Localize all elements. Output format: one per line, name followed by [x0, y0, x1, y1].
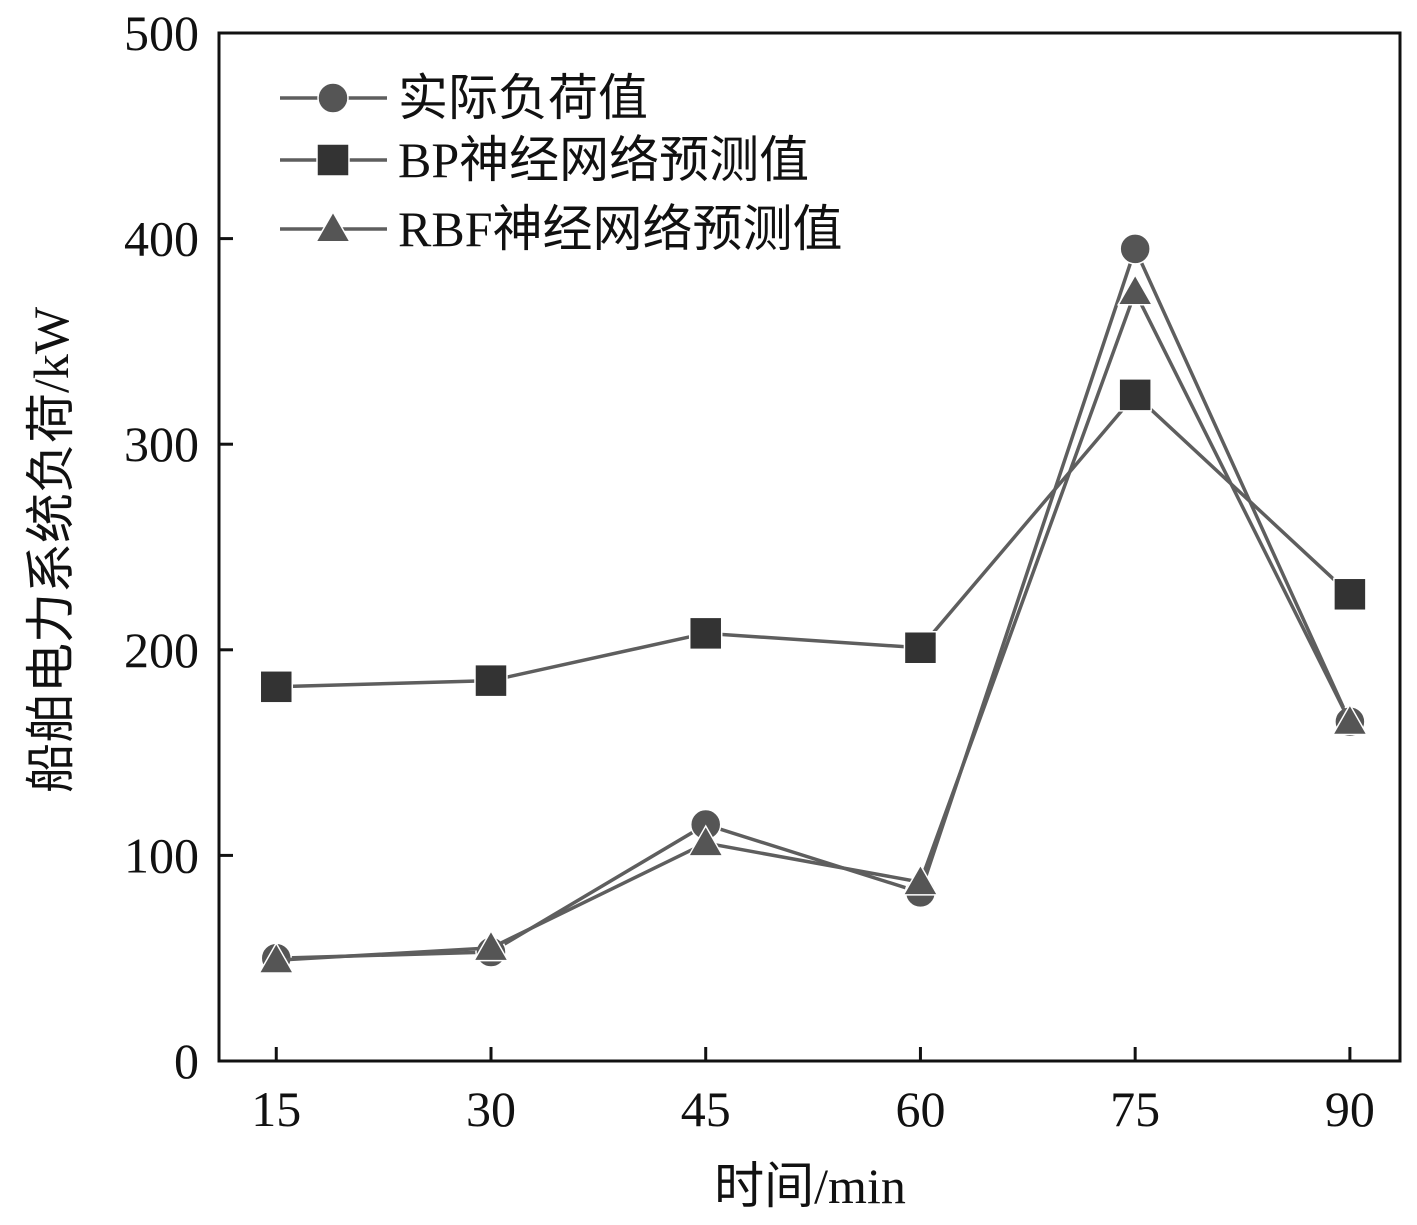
- x-tick-label: 75: [1110, 1081, 1160, 1137]
- data-point: [474, 663, 508, 698]
- x-tick-label: 60: [895, 1081, 945, 1137]
- x-tick-label: 30: [466, 1081, 516, 1137]
- data-point: [687, 824, 725, 857]
- y-tick-label: 400: [124, 211, 199, 267]
- data-point: [1331, 703, 1369, 736]
- y-tick-label: 100: [124, 827, 199, 883]
- series-line: [276, 392, 1352, 689]
- legend-marker: [316, 143, 350, 177]
- data-point: [902, 863, 939, 896]
- y-axis: 0 100 200 300 400 500: [124, 5, 233, 1089]
- x-tick-label: 45: [681, 1081, 731, 1137]
- data-point: [903, 630, 938, 665]
- legend-item: BP神经网络预测值: [280, 132, 809, 188]
- data-point: [688, 616, 723, 651]
- series-line: [276, 287, 1352, 963]
- y-tick-label: 500: [124, 5, 199, 61]
- data-point: [1333, 577, 1367, 612]
- legend-item: 实际负荷值: [280, 70, 648, 126]
- x-tick-label: 15: [251, 1081, 301, 1137]
- y-tick-label: 0: [174, 1033, 199, 1089]
- x-tick-label: 90: [1325, 1081, 1375, 1137]
- y-tick-label: 200: [124, 622, 199, 678]
- series-3: [257, 273, 1369, 974]
- series-layer: [257, 233, 1369, 974]
- legend-item: RBF神经网络预测值: [280, 201, 843, 257]
- data-point: [1118, 378, 1152, 412]
- data-point: [1116, 273, 1154, 306]
- plot-frame: [217, 31, 1402, 1063]
- x-axis-title: 时间/min: [714, 1158, 906, 1214]
- x-axis: 15 30 45 60 75 90: [251, 1047, 1375, 1137]
- legend-label: BP神经网络预测值: [398, 132, 809, 188]
- data-point: [257, 941, 295, 974]
- data-point: [259, 670, 294, 704]
- data-point: [1119, 233, 1151, 265]
- series-line: [276, 244, 1352, 960]
- y-axis-title: 船舶电力系统负荷/kW: [23, 306, 79, 793]
- series-2: [259, 378, 1367, 704]
- y-tick-label: 300: [124, 416, 199, 472]
- data-point: [472, 929, 510, 962]
- legend-marker: [314, 210, 352, 243]
- legend: 实际负荷值 BP神经网络预测值 RBF神经网络预测值: [280, 70, 843, 257]
- legend-marker: [317, 82, 349, 114]
- legend-label: 实际负荷值: [398, 70, 648, 126]
- legend-label: RBF神经网络预测值: [398, 201, 843, 257]
